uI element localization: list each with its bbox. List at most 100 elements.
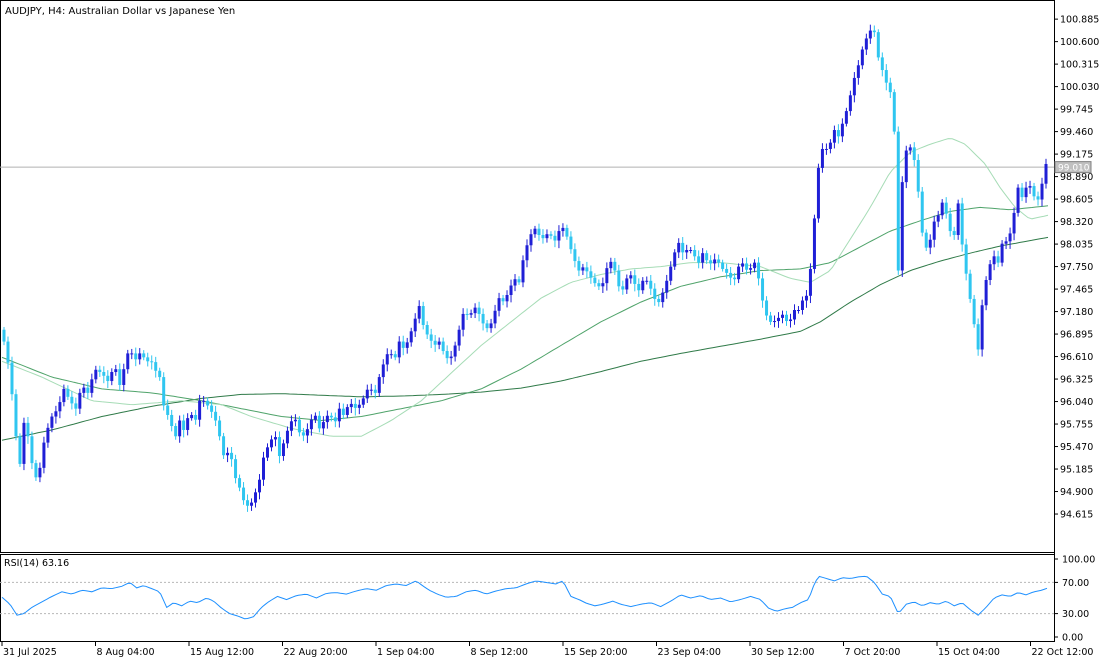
candle-body bbox=[777, 317, 781, 322]
rsi-tick-label: 70.00 bbox=[1062, 578, 1089, 589]
candle-body bbox=[477, 307, 481, 314]
candle-body bbox=[533, 228, 537, 235]
candle-body bbox=[50, 416, 54, 428]
candle-body bbox=[753, 262, 757, 269]
candle-body bbox=[389, 354, 393, 356]
rsi-tick-label: 30.00 bbox=[1062, 609, 1089, 620]
candle-body bbox=[689, 250, 693, 252]
candle-body bbox=[952, 231, 956, 236]
candle-body bbox=[385, 354, 389, 365]
candle-body bbox=[641, 280, 645, 291]
candle-body bbox=[393, 354, 397, 358]
candle-body bbox=[569, 236, 573, 250]
candle-body bbox=[1028, 186, 1032, 188]
candle-body bbox=[908, 147, 912, 151]
candle-body bbox=[353, 403, 357, 408]
candle-body bbox=[437, 341, 441, 345]
rsi-label: RSI(14) 63.16 bbox=[4, 558, 69, 569]
candle-body bbox=[980, 305, 984, 350]
time-tick-label: 23 Sep 04:00 bbox=[658, 647, 721, 658]
candle-body bbox=[948, 213, 952, 232]
candle-body bbox=[792, 309, 796, 320]
time-axis: 31 Jul 2025 8 Aug 04:00 15 Aug 12:00 22 Aug… bbox=[1, 642, 1094, 658]
candle-body bbox=[669, 266, 673, 281]
candle-body bbox=[281, 443, 285, 457]
candle-body bbox=[194, 414, 198, 420]
candle-body bbox=[557, 231, 561, 241]
candle-body bbox=[521, 260, 525, 283]
candle-body bbox=[457, 329, 461, 346]
candle-body bbox=[960, 203, 964, 245]
candle-body bbox=[373, 389, 377, 393]
price-tick-label: 96.325 bbox=[1060, 375, 1093, 386]
candle-body bbox=[150, 361, 154, 363]
candle-body bbox=[22, 422, 26, 464]
candle-body bbox=[1008, 233, 1012, 242]
candle-body bbox=[537, 228, 541, 236]
candle-body bbox=[289, 421, 293, 431]
candle-body bbox=[433, 340, 437, 345]
rsi-tick-label: 0.00 bbox=[1062, 633, 1083, 644]
rsi-panel: 100.00 70.00 30.00 0.00 bbox=[0, 555, 1095, 644]
candle-body bbox=[182, 420, 186, 430]
candle-body bbox=[820, 148, 824, 168]
candle-body bbox=[277, 437, 281, 457]
candle-body bbox=[74, 403, 78, 409]
candle-body bbox=[1000, 243, 1004, 263]
price-tick-label: 98.035 bbox=[1060, 240, 1093, 251]
price-tick-label: 100.885 bbox=[1060, 15, 1099, 26]
candle-body bbox=[840, 123, 844, 137]
candle-body bbox=[206, 400, 210, 406]
candle-body bbox=[186, 418, 190, 430]
candle-body bbox=[98, 369, 102, 373]
candle-body bbox=[10, 362, 14, 395]
candle-body bbox=[226, 452, 230, 456]
price-tick-label: 99.460 bbox=[1060, 127, 1093, 138]
candle-body bbox=[485, 323, 489, 329]
candle-body bbox=[190, 414, 194, 419]
candle-body bbox=[90, 379, 94, 393]
candle-body bbox=[705, 253, 709, 261]
candle-body bbox=[293, 419, 297, 422]
candle-body bbox=[936, 215, 940, 222]
candle-body bbox=[254, 492, 258, 503]
candle-body bbox=[313, 415, 317, 420]
candle-body bbox=[250, 502, 254, 506]
candle-body bbox=[198, 400, 202, 420]
candle-body bbox=[1036, 196, 1040, 200]
candle-body bbox=[765, 300, 769, 316]
candle-body bbox=[561, 227, 565, 232]
candle-body bbox=[46, 427, 50, 443]
candle-body bbox=[513, 279, 517, 286]
candle-body bbox=[785, 314, 788, 322]
candle-body bbox=[836, 130, 840, 137]
candle-body bbox=[285, 430, 289, 444]
time-tick-label: 22 Oct 12:00 bbox=[1032, 647, 1094, 658]
candle-body bbox=[345, 407, 349, 415]
candle-body bbox=[717, 259, 721, 263]
main-plot-frame bbox=[0, 0, 1055, 553]
candle-body bbox=[621, 286, 625, 290]
candle-body bbox=[417, 306, 421, 319]
candle-body bbox=[832, 130, 836, 143]
candle-body bbox=[38, 467, 42, 478]
candle-body bbox=[1044, 163, 1048, 184]
candle-body bbox=[585, 267, 589, 272]
price-tick-label: 100.600 bbox=[1060, 37, 1099, 48]
candle-body bbox=[242, 487, 246, 501]
candle-body bbox=[661, 292, 665, 303]
price-tick-label: 94.900 bbox=[1060, 487, 1093, 498]
candle-body bbox=[54, 411, 58, 417]
candle-body bbox=[924, 232, 928, 248]
candle-body bbox=[972, 298, 976, 325]
candle-body bbox=[713, 259, 717, 264]
candle-body bbox=[709, 260, 713, 264]
candle-body bbox=[968, 273, 972, 299]
candle-body bbox=[2, 329, 6, 342]
candle-body bbox=[397, 341, 401, 358]
price-tick-label: 96.040 bbox=[1060, 397, 1093, 408]
candle-body bbox=[425, 324, 429, 335]
candle-body bbox=[781, 314, 785, 318]
